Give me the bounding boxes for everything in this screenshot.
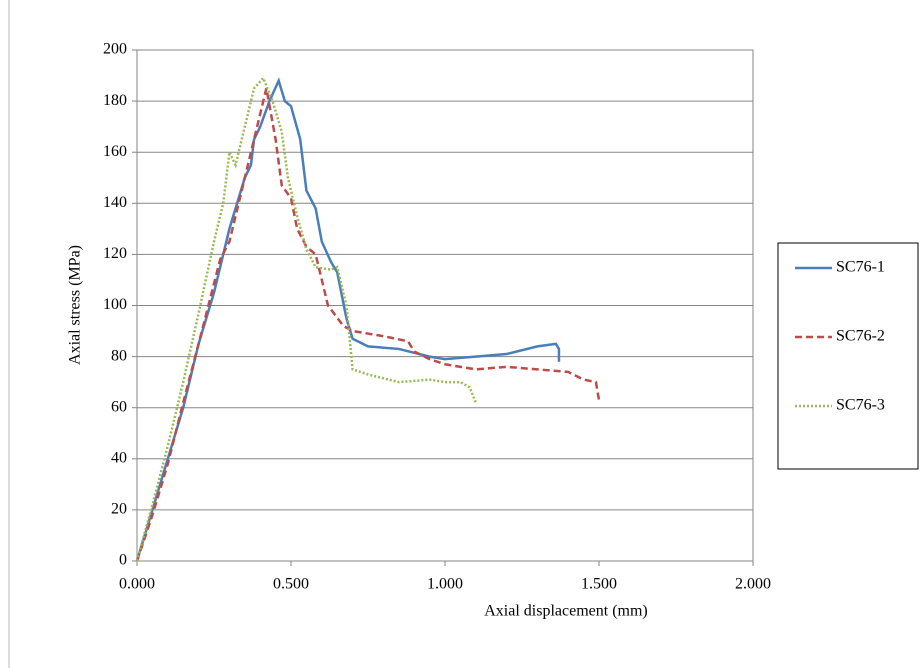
x-axis-title: Axial displacement (mm): [484, 603, 648, 620]
x-tick-label: 1.500: [581, 576, 617, 593]
legend-label: SC76-3: [836, 397, 885, 414]
y-tick-label: 140: [103, 194, 127, 211]
series-line: [135, 77, 561, 562]
legend-label: SC76-2: [836, 328, 885, 345]
x-tick-label: 2.000: [735, 576, 771, 593]
y-tick-label: 40: [111, 449, 127, 466]
y-tick-label: 180: [103, 92, 127, 109]
y-tick-label: 20: [111, 501, 127, 518]
y-tick-label: 100: [103, 296, 127, 313]
x-tick-label: 0.500: [273, 576, 309, 593]
y-tick-label: 160: [103, 143, 127, 160]
x-tick-label: 0.000: [119, 576, 155, 593]
y-tick-label: 200: [103, 41, 127, 58]
x-tick-label: 1.000: [427, 576, 463, 593]
legend-label: SC76-1: [836, 259, 885, 276]
y-tick-label: 60: [111, 398, 127, 415]
y-tick-label: 80: [111, 347, 127, 364]
series-line: [135, 75, 477, 562]
y-tick-label: 120: [103, 245, 127, 262]
series-line: [135, 88, 601, 562]
plot-frame: [136, 49, 754, 562]
y-tick-label: 0: [119, 552, 127, 569]
y-axis-title: Axial stress (MPa): [67, 245, 84, 365]
legend-box: [777, 242, 919, 470]
